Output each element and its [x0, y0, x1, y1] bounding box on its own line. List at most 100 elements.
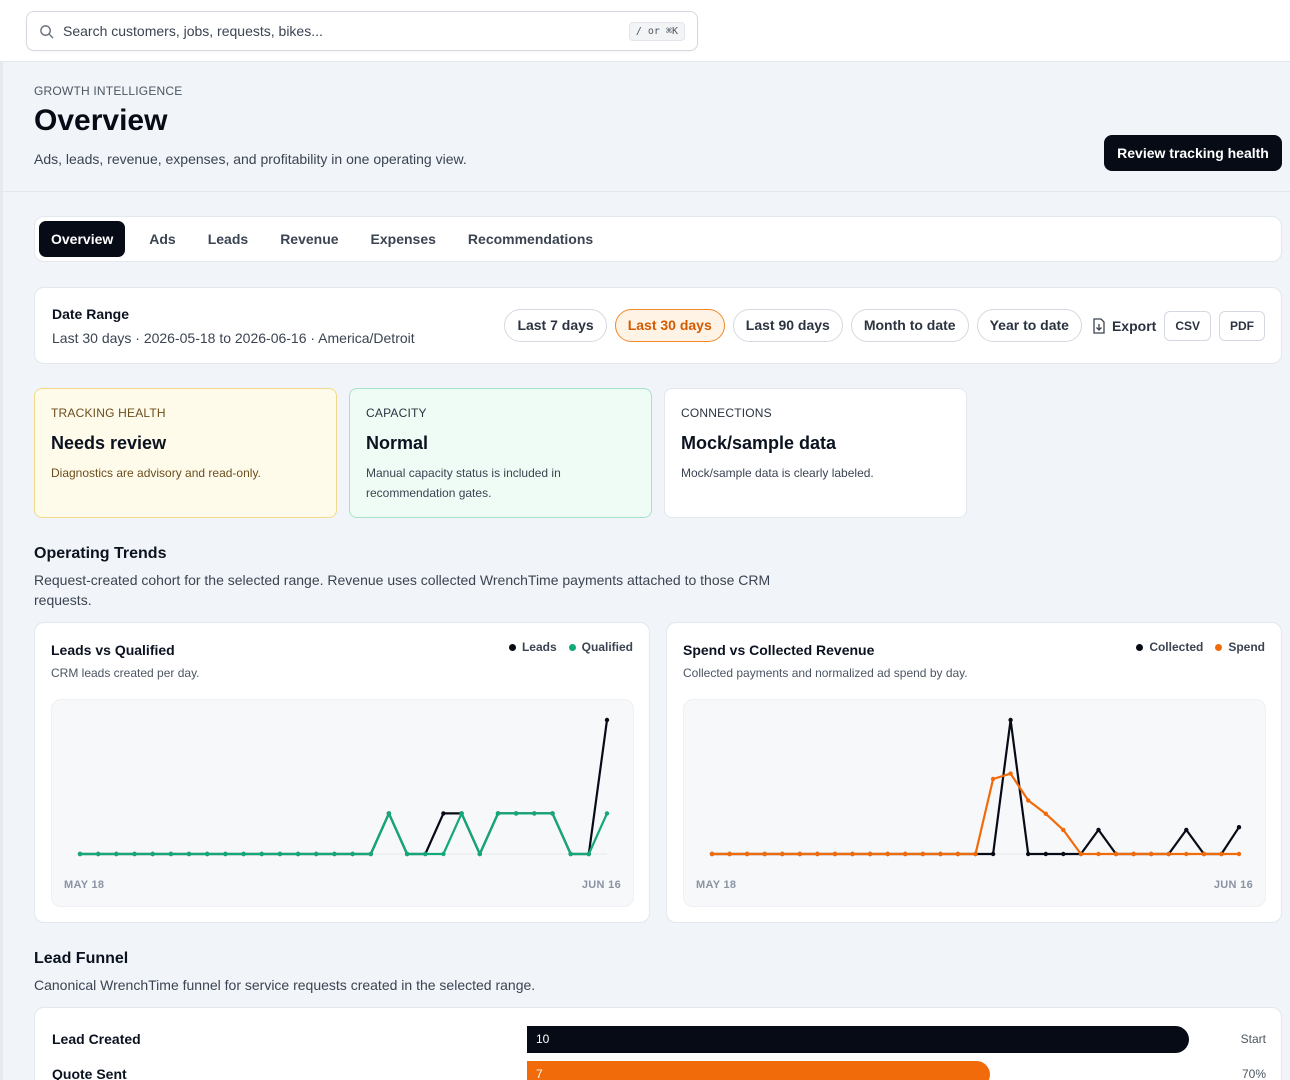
- data-point-qualified: [568, 851, 573, 857]
- card-desc: Diagnostics are advisory and read-only.: [51, 466, 261, 480]
- tab-expenses[interactable]: Expenses: [370, 231, 436, 247]
- legend-swatch: [568, 643, 576, 651]
- data-point-spend: [1061, 827, 1066, 833]
- data-point-collected: [1096, 827, 1101, 833]
- legend-item-leads: Leads: [508, 640, 557, 654]
- data-point-collected: [1043, 851, 1048, 857]
- export-csv-button[interactable]: CSV: [1164, 310, 1211, 341]
- legend-swatch: [1136, 643, 1144, 651]
- search-icon: [40, 24, 54, 38]
- data-point-qualified: [495, 811, 501, 816]
- data-point-collected: [1184, 827, 1189, 833]
- chart-title: Spend vs Collected Revenue: [683, 642, 875, 658]
- legend-label: Collected: [1149, 640, 1204, 654]
- tab-recommendations[interactable]: Recommendations: [467, 231, 594, 247]
- data-point-qualified: [241, 851, 246, 857]
- card-key: CAPACITY: [366, 406, 427, 420]
- preset-month-to-date[interactable]: Month to date: [850, 309, 969, 342]
- data-point-spend: [1096, 851, 1101, 857]
- chart-plot-area: MAY 18 JUN 16: [683, 699, 1266, 907]
- data-point-qualified: [513, 811, 519, 816]
- series-line-leads: [80, 719, 609, 856]
- legend-swatch: [508, 643, 516, 651]
- data-point-collected: [990, 851, 996, 857]
- export-pdf-button[interactable]: PDF: [1219, 310, 1265, 341]
- data-point-spend: [1166, 851, 1171, 857]
- data-point-spend: [1078, 851, 1084, 857]
- data-point-spend: [1131, 851, 1136, 857]
- funnel-bar: 7: [527, 1061, 991, 1080]
- data-point-spend: [709, 851, 715, 857]
- tab-overview[interactable]: Overview: [39, 221, 126, 257]
- x-axis-end-label: JUN 16: [581, 879, 621, 891]
- global-search[interactable]: / or ⌘K: [26, 11, 698, 51]
- tab-leads[interactable]: Leads: [207, 231, 249, 247]
- data-point-collected: [1026, 851, 1031, 857]
- operating-trends-title: Operating Trends: [34, 545, 167, 562]
- data-point-spend: [1008, 771, 1013, 776]
- data-point-leads: [604, 717, 610, 723]
- chart-subtitle: CRM leads created per day.: [51, 666, 200, 680]
- preset-last-90-days[interactable]: Last 90 days: [732, 309, 843, 342]
- data-point-qualified: [404, 851, 410, 857]
- data-point-qualified: [77, 851, 83, 857]
- data-point-leads: [441, 811, 446, 816]
- series-line-spend: [712, 772, 1239, 856]
- card-value: Mock/sample data: [681, 433, 837, 453]
- data-point-qualified: [277, 851, 283, 857]
- data-point-spend: [885, 851, 890, 857]
- data-point-spend: [1219, 851, 1224, 857]
- data-point-qualified: [586, 851, 591, 857]
- lead-funnel-card: Lead Created 10 Start Quote Sent 7 70%: [34, 1007, 1282, 1080]
- search-input[interactable]: [63, 23, 629, 39]
- preset-year-to-date[interactable]: Year to date: [976, 309, 1082, 342]
- chart-title: Leads vs Qualified: [51, 642, 175, 658]
- data-point-qualified: [332, 851, 337, 857]
- tab-ads[interactable]: Ads: [149, 231, 176, 247]
- operating-trends-desc: Request-created cohort for the selected …: [34, 572, 771, 608]
- preset-last-7-days[interactable]: Last 7 days: [504, 309, 607, 342]
- data-point-spend: [1149, 851, 1154, 857]
- capacity-card: CAPACITY Normal Manual capacity status i…: [349, 388, 652, 518]
- data-point-spend: [1236, 851, 1242, 857]
- data-point-qualified: [386, 811, 392, 816]
- series-line-qualified: [80, 812, 609, 856]
- data-point-qualified: [205, 851, 210, 857]
- spend-revenue-chart-svg: [709, 717, 1242, 857]
- data-point-spend: [990, 776, 996, 782]
- chart-subtitle: Collected payments and normalized ad spe…: [683, 666, 968, 680]
- data-point-spend: [973, 851, 978, 857]
- file-download-icon: [1093, 317, 1105, 334]
- data-point-qualified: [459, 811, 464, 816]
- data-point-spend: [780, 851, 785, 857]
- data-point-collected: [1008, 717, 1013, 723]
- funnel-stage-label: Lead Created: [52, 1031, 141, 1047]
- legend-label: Spend: [1228, 640, 1265, 654]
- search-shortcut-hint: / or ⌘K: [628, 21, 685, 41]
- data-point-spend: [903, 851, 908, 857]
- x-axis-end-label: JUN 16: [1213, 879, 1253, 891]
- preset-last-30-days[interactable]: Last 30 days: [614, 309, 725, 342]
- review-tracking-health-button[interactable]: Review tracking health: [1104, 135, 1282, 171]
- card-value: Normal: [366, 433, 429, 453]
- tab-revenue[interactable]: Revenue: [280, 231, 339, 247]
- date-range-title: Date Range: [52, 306, 130, 322]
- tracking-health-card: TRACKING HEALTH Needs review Diagnostics…: [34, 388, 337, 518]
- card-value: Needs review: [51, 433, 167, 453]
- data-point-collected: [1236, 825, 1242, 830]
- page-title: Overview: [34, 104, 168, 137]
- page-header: GROWTH INTELLIGENCE Overview Ads, leads,…: [0, 62, 1290, 192]
- spend-revenue-chart-card: Spend vs Collected Revenue Collected pay…: [666, 622, 1282, 923]
- funnel-bar: 10: [527, 1026, 1189, 1053]
- date-range-summary: Last 30 days · 2026-05-18 to 2026-06-16 …: [52, 330, 415, 346]
- funnel-stage-note: Start: [1240, 1032, 1266, 1046]
- data-point-spend: [1043, 811, 1048, 816]
- data-point-spend: [920, 851, 925, 857]
- x-axis-start-label: MAY 18: [696, 879, 737, 891]
- funnel-stage-note: 70%: [1241, 1067, 1266, 1080]
- legend-item-collected: Collected: [1136, 640, 1203, 654]
- data-point-qualified: [423, 851, 428, 857]
- export-button[interactable]: Export: [1092, 318, 1156, 334]
- data-point-spend: [938, 851, 943, 857]
- connections-card: CONNECTIONS Mock/sample data Mock/sample…: [664, 388, 967, 518]
